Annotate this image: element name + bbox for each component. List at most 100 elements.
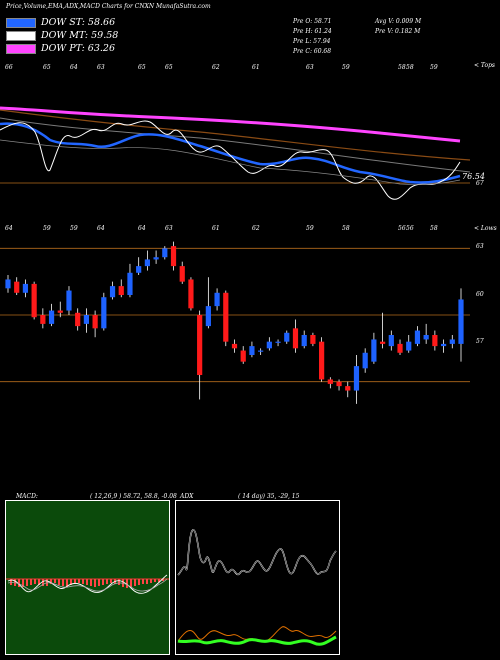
price-label-high: 76.54 [462, 172, 485, 181]
adx-line [177, 529, 337, 576]
candle [371, 332, 377, 364]
candle [205, 277, 211, 329]
lows-tag: < Lows [474, 225, 497, 232]
candle [197, 310, 203, 400]
macd-plot [6, 574, 169, 594]
candle [101, 292, 107, 331]
candle-body [319, 341, 325, 380]
candle-body [231, 343, 238, 349]
chart-title: Price,Volume,EMA,ADX,MACD Charts for CNX… [6, 3, 211, 10]
tick-label: 64 [5, 225, 13, 232]
candle-body [414, 330, 421, 344]
macd-params: ( 12,26,9 ) 58.72, 58.8, -0.08 [90, 493, 177, 500]
stat-close: Pre C: 60.68 [293, 48, 332, 55]
tick-label: 65 [138, 64, 146, 71]
candle-body [101, 297, 107, 329]
tick-label: 62 [252, 225, 260, 232]
tick-label: 66 [5, 64, 13, 71]
candle [109, 281, 116, 300]
adx-params: ( 14 day) 35, -29, 15 [238, 493, 300, 500]
candle [258, 348, 264, 355]
candle-body [432, 335, 438, 347]
legend-swatch [6, 43, 36, 54]
dow-pt-line [0, 106, 461, 143]
tick-label: 63 [165, 225, 173, 232]
macd-panel [5, 500, 170, 655]
candle-body [406, 341, 412, 351]
macd-histogram [10, 579, 164, 588]
candle-body [136, 266, 142, 273]
candle [458, 288, 464, 362]
level-label-57: 57 [476, 338, 484, 345]
tick-label: 59 [306, 225, 314, 232]
candle [57, 301, 63, 318]
tick-label: 64 [97, 225, 105, 232]
candle-body [275, 341, 281, 343]
candle [75, 308, 81, 331]
candle-body [109, 286, 116, 298]
candle [214, 288, 220, 311]
candle [136, 257, 142, 275]
legend-dow-st: DOW ST: 58.66 [6, 17, 115, 28]
ema-thin [0, 139, 461, 185]
candle-body [336, 381, 342, 387]
candle [266, 337, 272, 351]
candle [144, 250, 150, 271]
candle [388, 330, 394, 351]
ema-panel [0, 106, 471, 200]
candle-body [31, 283, 37, 318]
ema-long-brown [0, 109, 471, 161]
candle [275, 339, 281, 347]
candle [153, 250, 159, 264]
candle [397, 339, 403, 355]
candle-body [48, 310, 55, 324]
candle-body [179, 266, 185, 282]
candle [127, 263, 133, 298]
tick-label: 59 [70, 225, 78, 232]
candle [379, 312, 386, 349]
candle [336, 379, 342, 391]
candle-body [362, 352, 368, 369]
candle [31, 281, 37, 320]
candle [414, 326, 421, 347]
candle [223, 290, 229, 347]
candle-body [249, 346, 255, 355]
candle [14, 277, 20, 295]
candle-body [75, 312, 81, 327]
ema-grey [0, 117, 471, 173]
candle [423, 323, 429, 344]
candle-body [397, 343, 403, 353]
candle-body [5, 279, 11, 289]
candle-body [388, 335, 394, 347]
candle [406, 335, 412, 353]
candle-body [440, 343, 447, 347]
price-label-low: 67 [476, 180, 484, 187]
candle-body [118, 286, 124, 295]
level-label-63: 63 [476, 243, 484, 250]
candle-body [83, 315, 90, 324]
candle [249, 341, 255, 358]
candle-body [127, 272, 133, 295]
candle-body [66, 290, 72, 311]
candle [5, 275, 11, 293]
macd-label: MACD: [16, 493, 38, 500]
candle [188, 277, 194, 311]
macd-line [7, 574, 168, 594]
candle-body [449, 339, 455, 344]
tick-label: 64 [70, 64, 78, 71]
candle-body [258, 350, 264, 352]
candle-body [197, 315, 203, 375]
candle-body [266, 341, 272, 349]
candle [319, 337, 325, 382]
candle [162, 246, 168, 260]
adx-label: ADX [180, 493, 194, 500]
candle [449, 335, 455, 349]
candle [440, 339, 447, 353]
candle-body [153, 257, 159, 260]
legend-dow-pt: DOW PT: 63.26 [6, 43, 115, 54]
candle-body [371, 339, 377, 362]
candle [284, 330, 290, 344]
candle [231, 339, 238, 353]
tick-label: 58 [342, 225, 350, 232]
stat-open: Pre O: 58.71 [293, 18, 332, 25]
